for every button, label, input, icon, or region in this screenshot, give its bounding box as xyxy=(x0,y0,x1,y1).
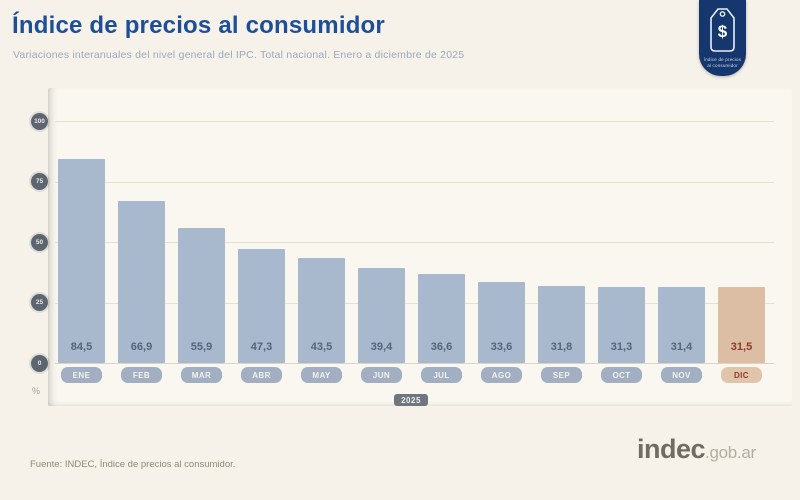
value-label-jun: 39,4 xyxy=(370,341,393,353)
value-label-oct: 31,3 xyxy=(610,341,633,353)
gridline-25 xyxy=(55,303,774,304)
month-label-ene: ENE xyxy=(61,367,102,383)
bar-mar xyxy=(178,228,225,363)
bar-sep xyxy=(538,286,585,363)
indec-domain-suffix: .gob.ar xyxy=(705,443,756,462)
month-label-jul: JUL xyxy=(421,367,462,383)
value-label-sep: 31,8 xyxy=(550,341,573,353)
gridline-100 xyxy=(55,121,774,122)
gridline-0 xyxy=(55,363,774,364)
gridline-75 xyxy=(55,182,774,183)
value-label-jul: 36,6 xyxy=(430,341,453,353)
logo-caption-line1: índice de precios xyxy=(703,57,742,62)
y-tick-100: 100 xyxy=(31,113,48,130)
month-label-mar: MAR xyxy=(181,367,222,383)
value-label-mar: 55,9 xyxy=(190,341,213,353)
x-axis-year-label: 2025 xyxy=(394,394,428,406)
ipc-logo-badge: $ índice de precios al consumidor xyxy=(699,0,746,76)
value-label-ene: 84,5 xyxy=(70,341,93,353)
value-label-nov: 31,4 xyxy=(670,341,693,353)
y-tick-0: 0 xyxy=(31,355,48,372)
value-label-abr: 47,3 xyxy=(250,341,273,353)
source-note: Fuente: INDEC, Índice de precios al cons… xyxy=(30,459,236,470)
month-label-jun: JUN xyxy=(361,367,402,383)
price-tag-icon xyxy=(710,8,735,52)
y-axis-unit-label: % xyxy=(32,386,41,396)
month-label-nov: NOV xyxy=(661,367,702,383)
month-label-oct: OCT xyxy=(601,367,642,383)
bar-feb xyxy=(118,201,165,363)
indec-wordmark: indec xyxy=(637,434,706,464)
value-label-may: 43,5 xyxy=(310,341,333,353)
month-label-abr: ABR xyxy=(241,367,282,383)
y-tick-75: 75 xyxy=(31,173,48,190)
bar-may xyxy=(298,258,345,363)
page-subtitle: Variaciones interanuales del nivel gener… xyxy=(13,49,465,61)
bar-ene xyxy=(58,159,105,363)
value-label-ago: 33,6 xyxy=(490,341,513,353)
value-label-feb: 66,9 xyxy=(130,341,153,353)
bar-nov xyxy=(658,287,705,363)
page-title: Índice de precios al consumidor xyxy=(12,12,385,39)
month-label-may: MAY xyxy=(301,367,342,383)
month-label-sep: SEP xyxy=(541,367,582,383)
bar-jun xyxy=(358,268,405,363)
value-label-dic: 31,5 xyxy=(730,341,753,353)
bar-ago xyxy=(478,282,525,363)
y-tick-25: 25 xyxy=(31,294,48,311)
dollar-sign: $ xyxy=(717,22,728,41)
bar-oct xyxy=(598,287,645,363)
month-label-ago: AGO xyxy=(481,367,522,383)
bar-abr xyxy=(238,249,285,363)
logo-caption-line2: al consumidor xyxy=(707,63,738,68)
y-tick-50: 50 xyxy=(31,234,48,251)
gridline-50 xyxy=(55,242,774,243)
month-label-feb: FEB xyxy=(121,367,162,383)
indec-logo: indec.gob.ar xyxy=(637,434,756,465)
month-label-dic: DIC xyxy=(721,367,762,383)
bar-dic xyxy=(718,287,765,363)
bar-jul xyxy=(418,274,465,363)
